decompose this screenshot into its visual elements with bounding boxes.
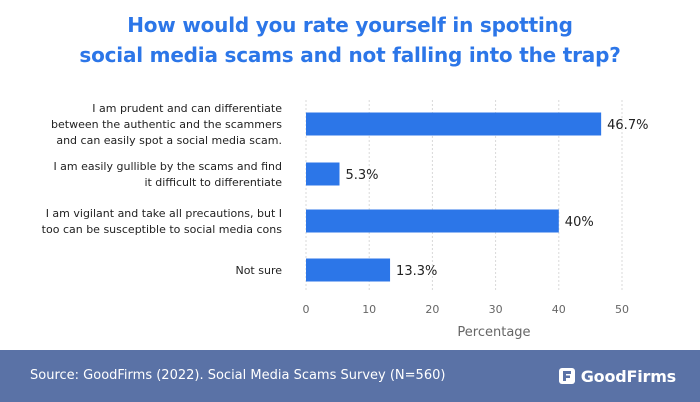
bar-0 <box>306 112 602 136</box>
chart-title-line-2: social media scams and not falling into … <box>79 43 621 67</box>
category-label-0-line-2: and can easily spot a social media scam. <box>56 134 282 147</box>
value-label-3: 13.3% <box>396 264 437 279</box>
category-label-1: I am easily gullible by the scams and fi… <box>53 160 282 189</box>
category-label-0: I am prudent and can differentiate betwee… <box>51 102 282 147</box>
value-label-2: 40% <box>565 215 594 230</box>
category-label-2-line-1: too can be susceptible to social media c… <box>42 223 283 236</box>
category-label-3-line-0: Not sure <box>235 264 282 277</box>
footer-bar: Source: GoodFirms (2022). Social Media S… <box>0 350 700 402</box>
value-label-1: 5.3% <box>345 168 378 183</box>
category-label-0-line-0: I am prudent and can differentiate <box>92 102 282 115</box>
bar-3 <box>306 258 391 282</box>
x-tick-label-4: 40 <box>552 303 566 316</box>
source-text: Source: GoodFirms (2022). Social Media S… <box>30 368 446 383</box>
goodfirms-logo-icon <box>558 368 575 384</box>
x-axis-label: Percentage <box>457 325 530 340</box>
x-tick-label-0: 0 <box>303 303 310 316</box>
chart-title-line-1: How would you rate yourself in spotting <box>127 13 573 37</box>
x-tick-label-1: 10 <box>362 303 376 316</box>
category-label-2-line-0: I am vigilant and take all precautions, … <box>46 207 282 220</box>
category-label-1-line-1: it difficult to differentiate <box>144 176 282 189</box>
brand: GoodFirms <box>558 350 676 402</box>
category-label-0-line-1: between the authentic and the scammers <box>51 118 282 131</box>
value-label-0: 46.7% <box>607 118 648 133</box>
bar-chart: 0 10 20 30 40 50 Percentage 46.7% I am prudent a… <box>42 100 648 340</box>
bar-1 <box>306 162 340 186</box>
category-label-3: Not sure <box>235 264 282 277</box>
category-label-1-line-0: I am easily gullible by the scams and fi… <box>53 160 282 173</box>
chart-title: How would you rate yourself in spotting … <box>0 10 700 70</box>
x-tick-label-3: 30 <box>489 303 503 316</box>
x-tick-label-2: 20 <box>425 303 439 316</box>
x-tick-label-5: 50 <box>615 303 629 316</box>
category-label-2: I am vigilant and take all precautions, … <box>42 207 283 236</box>
brand-name: GoodFirms <box>580 366 676 386</box>
bar-2 <box>306 209 559 233</box>
